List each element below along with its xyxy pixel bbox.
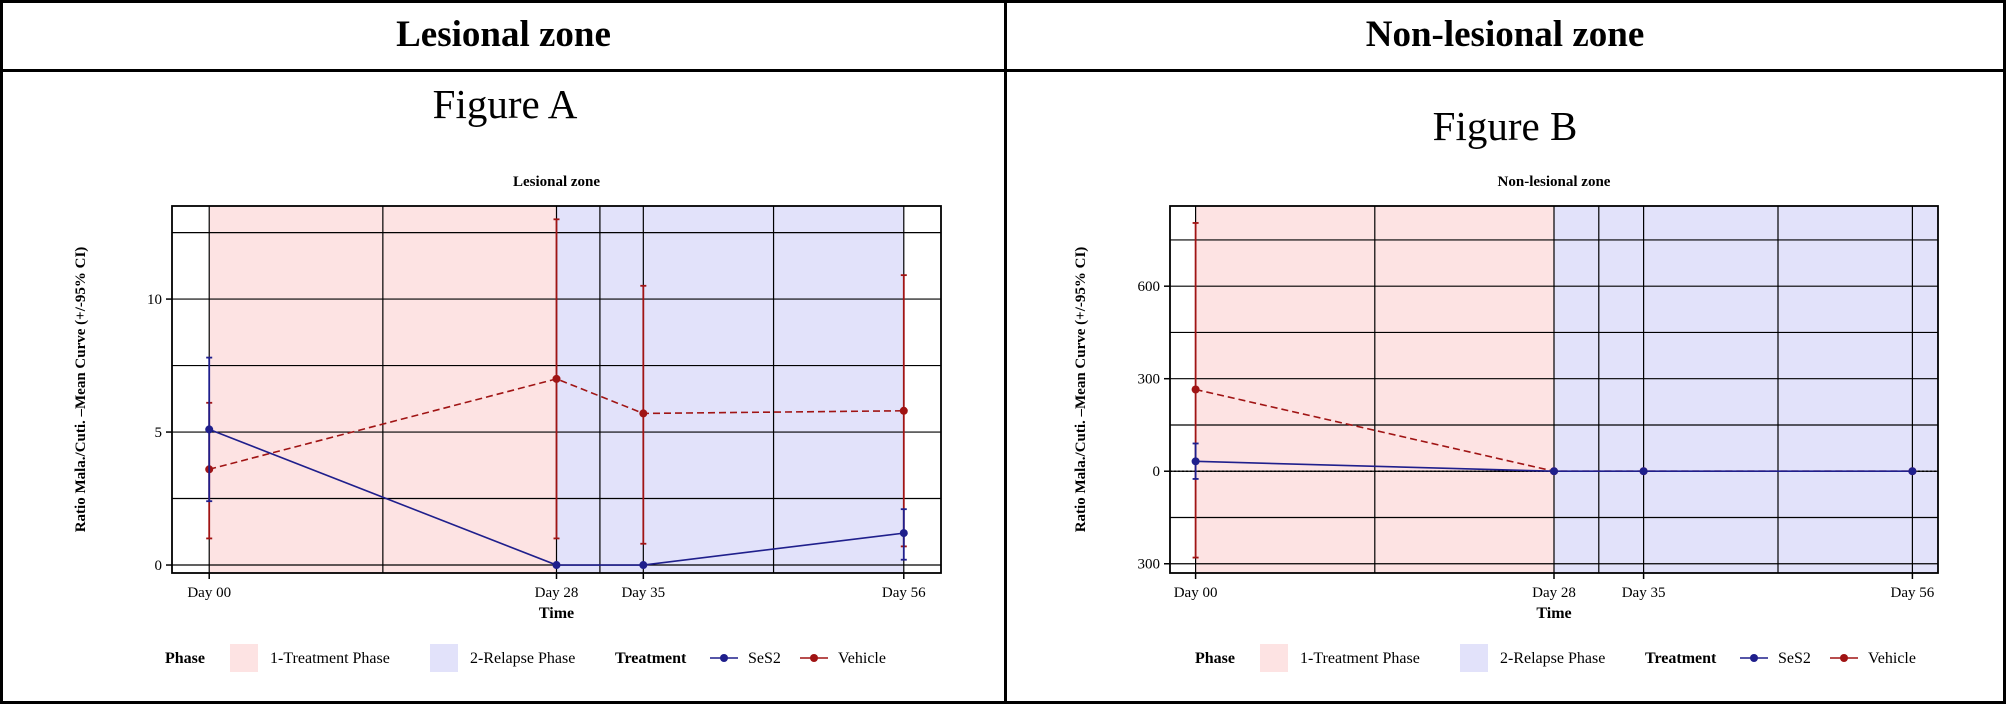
- data-point-ses2: [205, 425, 214, 434]
- y-axis-label: Ratio Mala./Cuti. –Mean Curve (+/-95% CI…: [73, 247, 89, 533]
- zone-divider-vertical: [1004, 0, 1007, 704]
- x-tick-label: Day 28: [1532, 585, 1576, 601]
- y-tick-label: 300: [1138, 557, 1161, 573]
- y-tick-label: 5: [155, 425, 163, 441]
- legend-phase-label: 1-Treatment Phase: [1300, 650, 1420, 667]
- figure-title-a: Figure A: [432, 81, 578, 127]
- x-tick-label: Day 56: [1891, 585, 1935, 601]
- legend-phase-swatch-1: [1260, 644, 1288, 672]
- phase-band-2: [556, 206, 904, 573]
- legend-phase-label: 2-Relapse Phase: [1500, 650, 1605, 667]
- x-tick-label: Day 00: [187, 585, 231, 601]
- x-tick-label: Day 56: [882, 585, 926, 601]
- data-point-ses2: [1639, 467, 1648, 476]
- legend-phase-label: 2-Relapse Phase: [470, 650, 575, 667]
- legend-phase-swatch-2: [430, 644, 458, 672]
- legend-phase-label: 1-Treatment Phase: [270, 650, 390, 667]
- phase-band-2: [1554, 206, 1938, 573]
- y-tick-label: 0: [1153, 464, 1161, 480]
- chart-title: Non-lesional zone: [1498, 174, 1611, 190]
- data-point-ses2: [1550, 467, 1558, 476]
- data-point-ses2: [1191, 457, 1200, 466]
- x-tick-label: Day 35: [1622, 585, 1666, 601]
- series-line-ses2: [1195, 460, 1913, 473]
- y-axis-label: Ratio Mala./Cuti. –Mean Curve (+/-95% CI…: [1073, 247, 1089, 533]
- legend-treatment-label: SeS2: [748, 650, 781, 667]
- series-line-ses2: [208, 428, 904, 566]
- zone-header-lesional: Lesional zone: [396, 14, 611, 55]
- legend-phase-title: Phase: [165, 650, 205, 667]
- legend-treatment-marker: [720, 654, 728, 662]
- legend-phase-swatch-2: [1460, 644, 1488, 672]
- chart-title: Lesional zone: [513, 174, 600, 190]
- y-tick-label: 300: [1138, 372, 1161, 388]
- legend-treatment-title: Treatment: [615, 650, 687, 667]
- legend-treatment-marker: [1750, 654, 1758, 662]
- legend-treatment-marker: [810, 654, 818, 662]
- legend-treatment-label: SeS2: [1778, 650, 1811, 667]
- data-point-vehicle: [1191, 385, 1200, 394]
- y-tick-label: 10: [147, 292, 162, 308]
- data-point-ses2: [1908, 467, 1917, 476]
- legend-phase-swatch-1: [230, 644, 258, 672]
- x-tick-label: Day 35: [621, 585, 665, 601]
- x-axis-label: Time: [539, 605, 574, 622]
- data-point-vehicle: [639, 409, 648, 418]
- y-tick-label: 600: [1138, 279, 1161, 295]
- legend-phase-title: Phase: [1195, 650, 1235, 667]
- data-point-vehicle: [552, 374, 561, 383]
- zone-divider-horizontal: [0, 69, 2006, 72]
- zone-header-non-lesional: Non-lesional zone: [1365, 14, 1645, 55]
- legend-treatment-marker: [1840, 654, 1848, 662]
- x-axis-label: Time: [1536, 605, 1571, 622]
- data-point-ses2: [639, 561, 648, 570]
- x-tick-label: Day 28: [535, 585, 579, 601]
- data-point-ses2: [899, 529, 908, 538]
- legend-treatment-label: Vehicle: [838, 650, 886, 667]
- legend-treatment-label: Vehicle: [1868, 650, 1916, 667]
- y-tick-label: 0: [155, 558, 163, 574]
- x-tick-label: Day 00: [1174, 585, 1218, 601]
- legend-treatment-title: Treatment: [1645, 650, 1717, 667]
- data-point-vehicle: [899, 406, 908, 415]
- figure-title-b: Figure B: [1432, 103, 1578, 149]
- data-point-ses2: [552, 561, 561, 570]
- series-line-vehicle: [209, 378, 904, 471]
